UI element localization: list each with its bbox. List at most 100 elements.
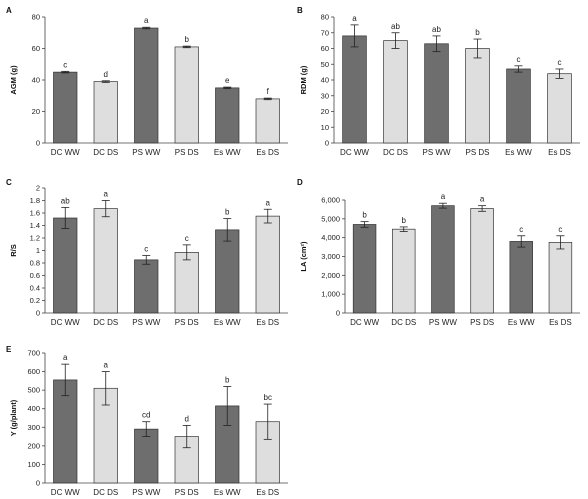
panel-b-y-axis-title: RDM (g) <box>299 65 308 94</box>
panel-c-significance-letter-6: a <box>266 198 271 207</box>
panel-c-bar-3 <box>134 259 159 314</box>
panel-d-bar-2 <box>392 228 416 314</box>
panel-b-bar-3 <box>424 43 449 144</box>
panel-a-y-tick-label: 20 <box>32 107 40 116</box>
panel-c-category-label-4: PS DS <box>175 318 199 327</box>
panel-a-significance-letter-5: e <box>225 76 230 85</box>
panel-d-category-label-2: DC DS <box>391 318 416 327</box>
panel-e-y-tick-label: 0 <box>36 479 40 488</box>
panel-b-significance-letter-4: b <box>475 28 480 37</box>
panel-d-category-label-4: PS DS <box>470 318 494 327</box>
panel-a-significance-letter-3: a <box>144 16 149 25</box>
panel-e-y-tick-label: 700 <box>27 349 40 358</box>
panel-c-y-tick-label: 1.2 <box>30 234 40 243</box>
panel-c-y-tick-label: 0.2 <box>30 296 40 305</box>
panel-b-category-label-6: Es DS <box>548 148 571 157</box>
panel-b-y-tick-label: 70 <box>321 28 329 37</box>
panel-d-bar-3 <box>431 205 455 314</box>
panel-d-significance-letter-6: c <box>558 225 562 234</box>
panel-c-category-label-5: Es WW <box>214 318 241 327</box>
panel-a-category-label-5: Es WW <box>214 148 241 157</box>
panel-d-y-tick-label: 6,000 <box>321 196 340 205</box>
panel-c-y-tick-label: 2 <box>36 184 40 193</box>
panel-a-category-label-1: DC WW <box>51 148 80 157</box>
panel-c-category-label-6: Es DS <box>256 318 279 327</box>
panel-d-y-tick-label: 3,000 <box>321 252 340 261</box>
panel-b-y-tick-label: 50 <box>321 60 329 69</box>
panel-d-y-tick-label: 2,000 <box>321 271 340 280</box>
panel-e-significance-letter-5: b <box>225 375 230 384</box>
panel-a-category-label-4: PS DS <box>175 148 199 157</box>
panel-b-significance-letter-6: c <box>558 58 562 67</box>
panel-a-bar-3 <box>134 27 159 144</box>
panel-a-category-label-3: PS WW <box>132 148 160 157</box>
panel-b-y-tick-label: 40 <box>321 76 329 85</box>
panel-c-y-tick-label: 0.6 <box>30 271 40 280</box>
panel-d-significance-letter-3: a <box>441 192 446 201</box>
panel-a-y-tick-label: 0 <box>36 139 40 148</box>
panel-b-y-tick-label: 20 <box>321 107 329 116</box>
panel-d-significance-letter-2: b <box>402 216 407 225</box>
panel-b: B RDM (g) 0 10 20 30 40 50 60 70 80 a DC WW ab DC DS ab… <box>297 6 580 157</box>
panel-a-significance-letter-4: b <box>185 35 190 44</box>
panel-e-category-label-3: PS WW <box>132 488 160 497</box>
panel-b-category-label-5: Es WW <box>505 148 532 157</box>
panel-c-y-tick-label: 0.8 <box>30 259 40 268</box>
panel-d-y-tick-label: 4,000 <box>321 233 340 242</box>
panel-b-y-tick-label: 80 <box>321 13 329 22</box>
panel-b-y-tick-label: 10 <box>321 123 329 132</box>
panel-c-significance-letter-2: a <box>104 190 109 199</box>
panel-a-bar-5 <box>215 87 240 144</box>
panel-b-bar-1 <box>342 35 367 144</box>
panel-d-bar-5 <box>509 241 533 314</box>
panel-d-y-tick-label: 5,000 <box>321 214 340 223</box>
panel-c-significance-letter-3: c <box>144 245 148 254</box>
panel-b-significance-letter-5: c <box>517 55 521 64</box>
panel-e-y-tick-label: 400 <box>27 404 40 413</box>
panel-e-category-label-6: Es DS <box>256 488 279 497</box>
panel-a-y-tick-label: 80 <box>32 13 40 22</box>
panel-b-bar-2 <box>383 40 408 144</box>
panel-c-y-tick-label: 1 <box>36 246 40 255</box>
panel-b-y-tick-label: 30 <box>321 91 329 100</box>
panel-a-bar-1 <box>53 71 78 144</box>
panel-c-category-label-3: PS WW <box>132 318 160 327</box>
panel-a-bar-2 <box>93 81 118 144</box>
panel-e-y-axis-title: Y (g/plant) <box>9 399 18 436</box>
panel-b-category-label-1: DC WW <box>340 148 369 157</box>
panel-e-y-tick-label: 300 <box>27 423 40 432</box>
panel-e-y-tick-label: 100 <box>27 460 40 469</box>
panel-c-bar-1 <box>53 217 78 314</box>
panel-d-significance-letter-4: a <box>480 195 485 204</box>
panel-b-significance-letter-2: ab <box>391 22 400 31</box>
panel-c-y-axis-title: R/S <box>9 244 18 257</box>
panel-e: E Y (g/plant) 0 100 200 300 400 500 600 700 a DC WW… <box>6 345 288 497</box>
panel-a-significance-letter-2: d <box>104 70 108 79</box>
panel-a-y-tick-label: 40 <box>32 76 40 85</box>
panel-c-y-tick-label: 0.4 <box>30 284 40 293</box>
panel-e-significance-letter-2: a <box>104 361 109 370</box>
panel-b-category-label-4: PS DS <box>465 148 489 157</box>
panel-d-category-label-5: Es WW <box>508 318 535 327</box>
panel-d-letter: D <box>297 178 303 187</box>
panel-e-y-tick-label: 500 <box>27 386 40 395</box>
panel-d-category-label-3: PS WW <box>429 318 457 327</box>
panel-e-category-label-2: DC DS <box>93 488 118 497</box>
panel-b-significance-letter-1: a <box>352 14 357 23</box>
panel-a-y-tick-label: 60 <box>32 44 40 53</box>
panel-b-bar-4 <box>465 48 490 144</box>
panel-c-bar-5 <box>215 229 240 314</box>
panel-c-bar-4 <box>174 252 199 314</box>
panel-a-category-label-6: Es DS <box>256 148 279 157</box>
panel-e-bar-3 <box>134 428 159 484</box>
panel-d-bar-1 <box>352 224 377 314</box>
panel-c-bar-6 <box>255 215 280 314</box>
panel-d-y-axis-title: LA (cm²) <box>299 241 308 272</box>
panel-b-y-tick-label: 60 <box>321 44 329 53</box>
panel-c-y-tick-label: 1.4 <box>30 221 40 230</box>
panel-b-bar-5 <box>506 68 531 144</box>
panel-d-bar-6 <box>548 242 573 314</box>
panel-e-y-tick-label: 200 <box>27 441 40 450</box>
panel-b-significance-letter-3: ab <box>432 25 441 34</box>
